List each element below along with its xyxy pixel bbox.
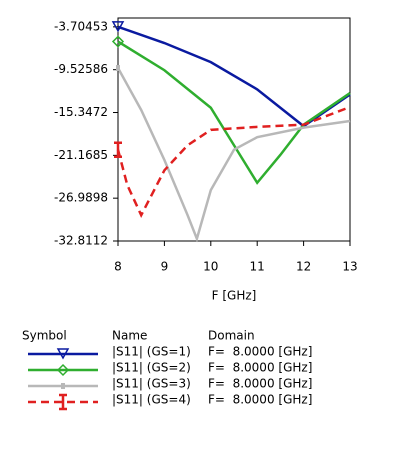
series-line: [117, 25, 351, 128]
legend-header: Domain: [208, 329, 255, 343]
x-tick-label: 9: [161, 260, 169, 274]
x-tick-label: 12: [296, 260, 311, 274]
legend-name: |S11| (GS=2): [112, 361, 191, 375]
legend-marker: [59, 393, 67, 411]
y-tick-label: -9.52586: [54, 62, 108, 76]
legend-header: Symbol: [22, 329, 67, 343]
series-line: [116, 67, 351, 243]
x-tick-label: 8: [114, 260, 122, 274]
y-tick-label: -3.70453: [54, 19, 108, 33]
legend-name: |S11| (GS=4): [112, 393, 191, 407]
legend-marker: [56, 363, 70, 377]
x-tick-label: 10: [203, 260, 218, 274]
x-tick-label: 11: [250, 260, 265, 274]
legend-marker: [56, 348, 70, 360]
plot-frame: [117, 17, 351, 242]
series-line: [117, 40, 351, 185]
series-line: [116, 105, 351, 219]
marker: [111, 21, 125, 33]
y-tick-label: -15.3472: [54, 105, 108, 119]
legend-domain: F= 8.0000 [GHz]: [208, 345, 312, 359]
marker: [111, 35, 125, 48]
x-tick-label: 13: [342, 260, 357, 274]
legend-header: Name: [112, 329, 147, 343]
y-tick-label: -21.1685: [54, 148, 108, 162]
x-axis-label: F [GHz]: [212, 289, 257, 303]
marker: [116, 65, 120, 72]
legend-domain: F= 8.0000 [GHz]: [208, 377, 312, 391]
y-tick-label: -26.9898: [54, 191, 108, 205]
legend-name: |S11| (GS=1): [112, 345, 191, 359]
y-tick-label: -32.8112: [54, 234, 108, 248]
legend-domain: F= 8.0000 [GHz]: [208, 361, 312, 375]
legend-name: |S11| (GS=3): [112, 377, 191, 391]
marker: [114, 141, 122, 158]
legend-domain: F= 8.0000 [GHz]: [208, 393, 312, 407]
legend-marker: [61, 383, 65, 389]
